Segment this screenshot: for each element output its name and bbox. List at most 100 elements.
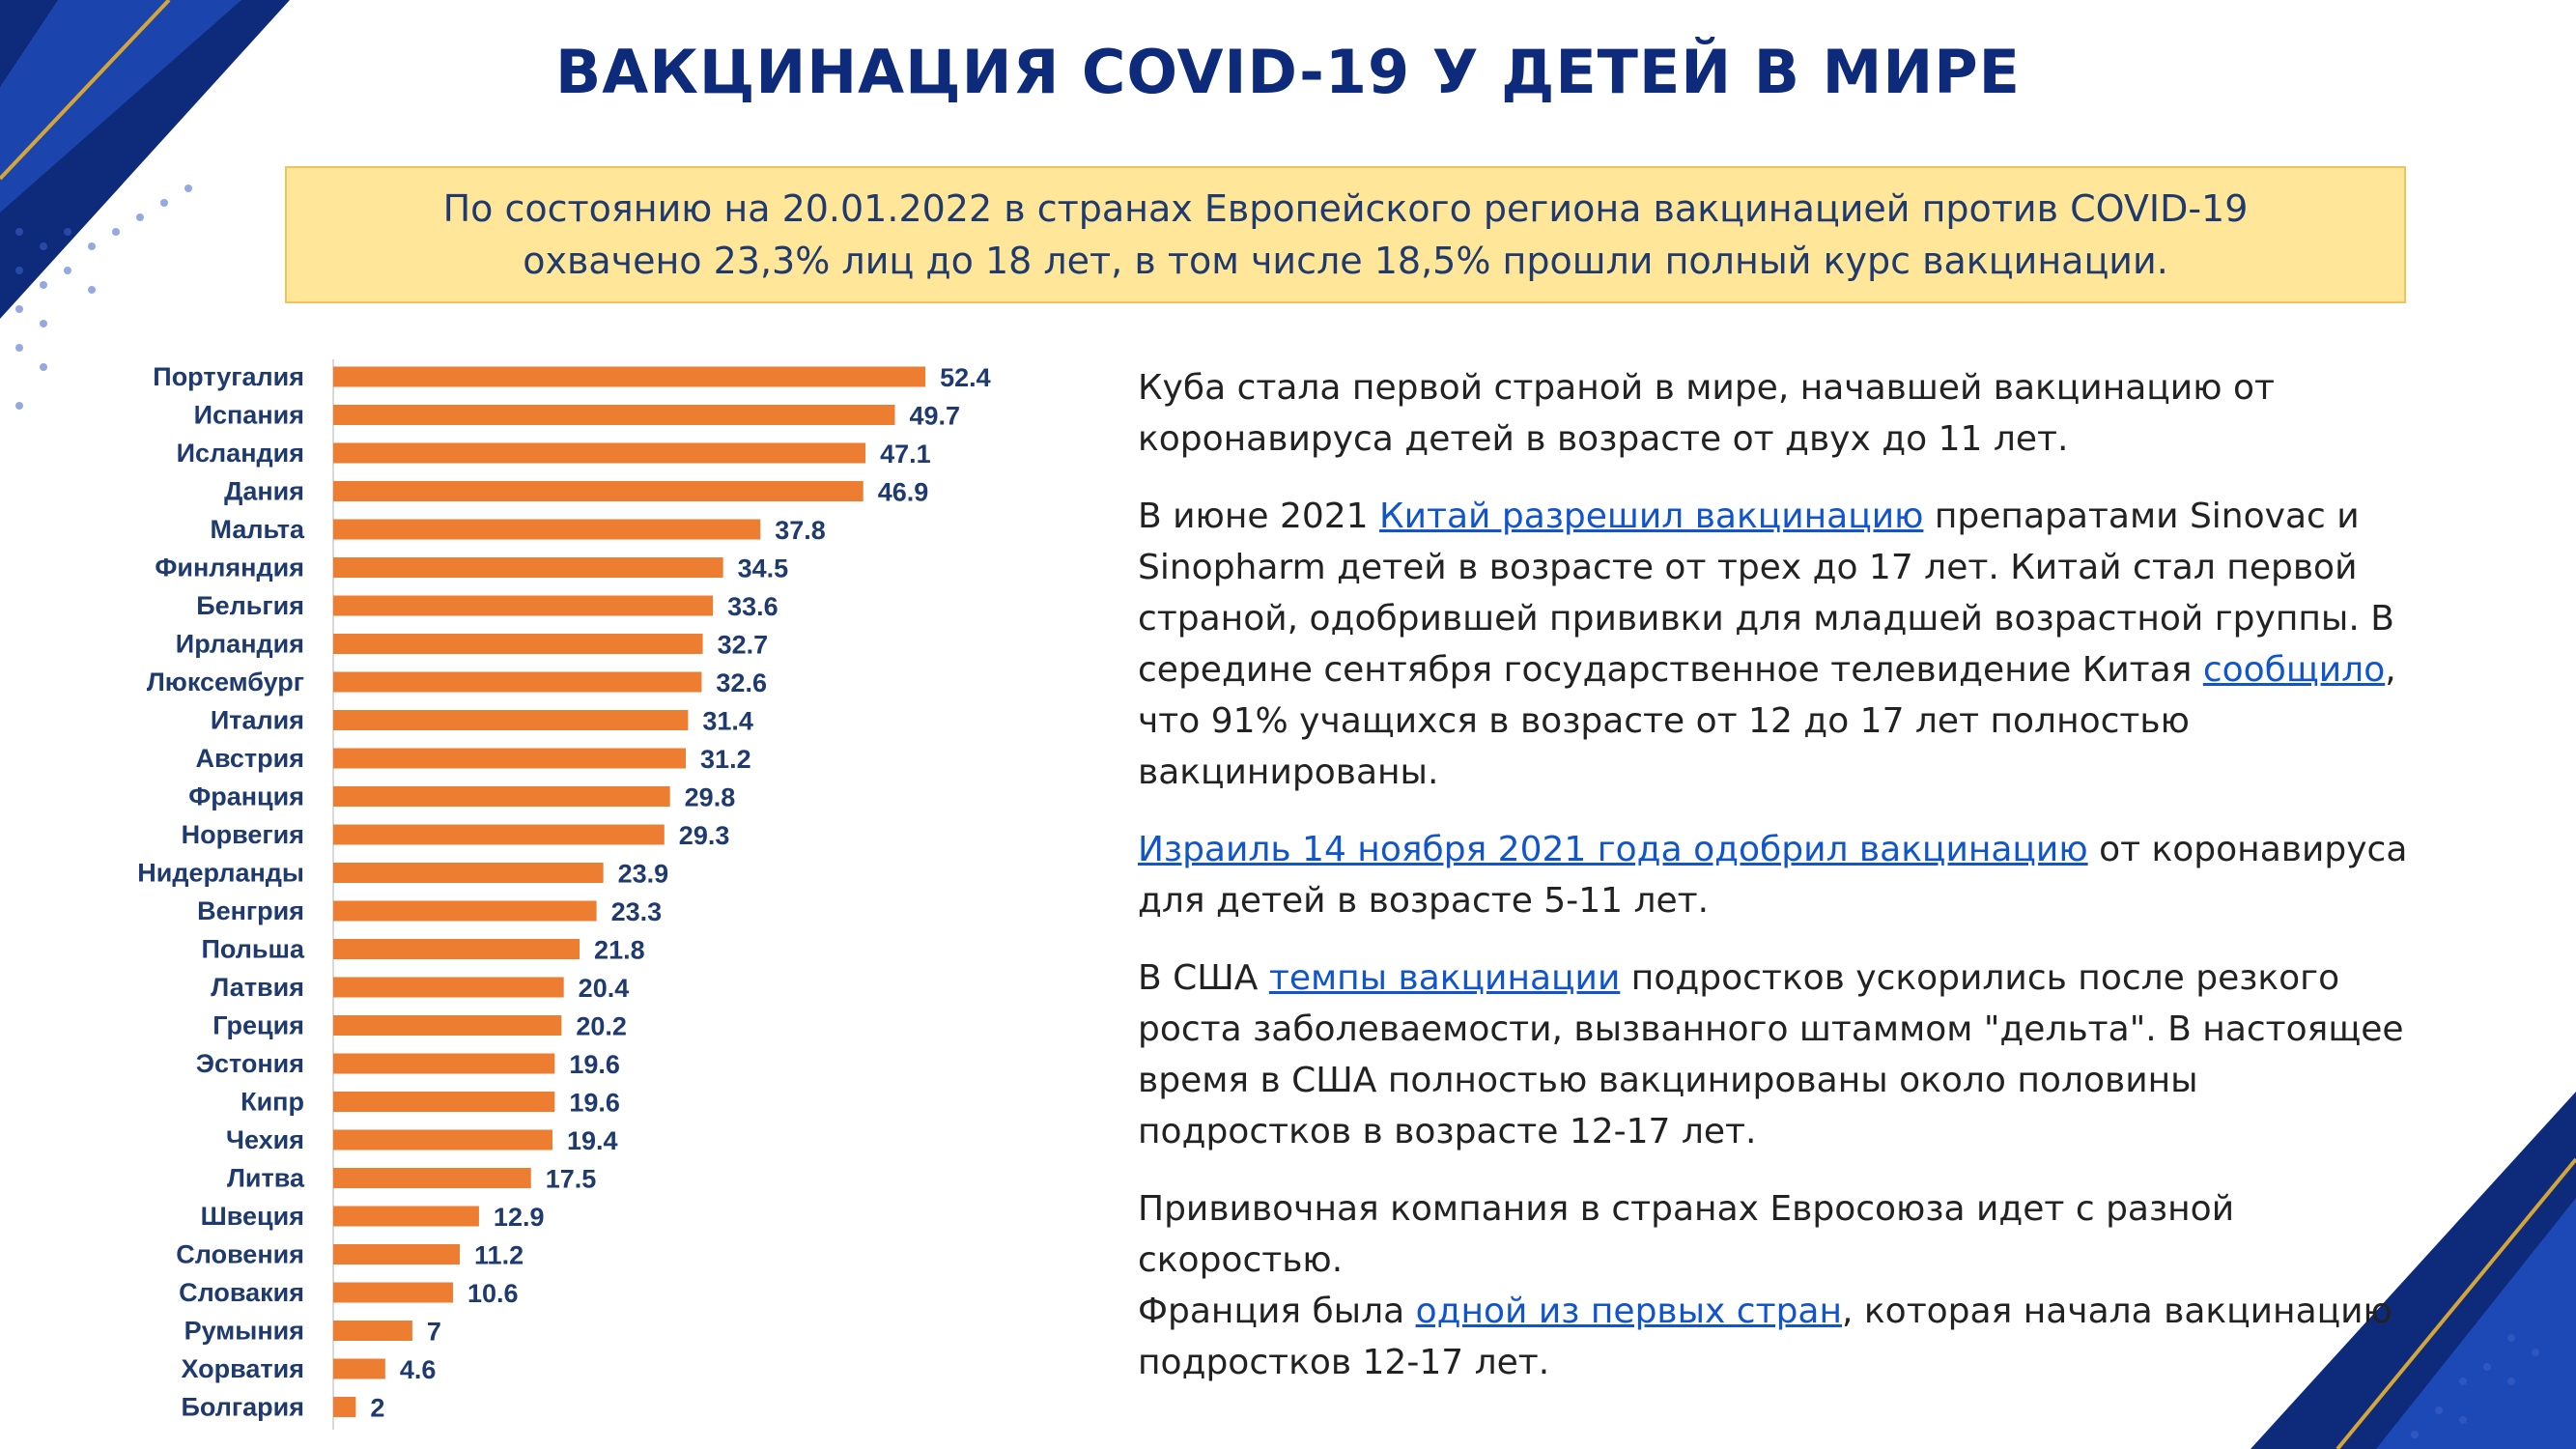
value-label: 11.2 — [474, 1241, 524, 1270]
bar — [333, 366, 926, 387]
paragraph-usa-text-b: подростков ускорились после резкого рост… — [1138, 958, 2404, 1151]
bar — [333, 1206, 479, 1227]
value-label: 47.1 — [880, 440, 931, 469]
category-label: Болгария — [182, 1393, 305, 1422]
paragraph-france-text-b: , которая начала вакцинацию подростков 1… — [1138, 1292, 2392, 1382]
value-label: 23.3 — [611, 897, 663, 926]
category-label: Норвегия — [182, 820, 304, 849]
link-china-vaccination[interactable]: Китай разрешил вакцинацию — [1379, 497, 1924, 536]
link-reported[interactable]: сообщило — [2202, 650, 2386, 690]
bar — [333, 824, 665, 845]
bar — [333, 442, 866, 464]
corner-dots — [15, 185, 192, 410]
bar — [333, 710, 689, 730]
paragraph-china-text-c: , что 91% учащихся в возрасте от 12 до 1… — [1138, 650, 2396, 792]
bar — [333, 1282, 454, 1303]
bar — [333, 481, 863, 501]
bar — [333, 977, 564, 998]
paragraph-israel: Израиль 14 ноября 2021 года одобрил вакц… — [1138, 824, 2413, 926]
bar — [333, 1321, 412, 1341]
paragraph-israel-text: от коронавируса для детей в возрасте 5-1… — [1138, 830, 2408, 921]
value-label: 32.6 — [716, 668, 767, 697]
bar — [333, 557, 723, 578]
category-label: Эстония — [196, 1049, 304, 1078]
link-israel-approval[interactable]: Израиль 14 ноября 2021 года одобрил вакц… — [1138, 830, 2088, 869]
category-label: Испания — [194, 401, 304, 430]
bar — [333, 1053, 555, 1074]
category-label: Исландия — [177, 439, 304, 468]
corner-gold-line-br — [2335, 1157, 2576, 1449]
paragraph-cuba: Куба стала первой страной в мире, начавш… — [1138, 362, 2413, 465]
value-label: 19.6 — [569, 1050, 620, 1079]
page-title: ВАКЦИНАЦИЯ COVID-19 У ДЕТЕЙ В МИРЕ — [554, 37, 2022, 107]
value-label: 46.9 — [878, 478, 929, 507]
category-label: Ирландия — [176, 630, 304, 659]
bar — [333, 671, 702, 693]
category-label: Чехия — [226, 1125, 304, 1154]
category-label: Финляндия — [155, 554, 304, 582]
value-label: 7 — [427, 1318, 441, 1347]
category-label: Швеция — [201, 1202, 304, 1231]
value-label: 52.4 — [940, 363, 991, 392]
paragraph-china-text-a: В июне 2021 — [1138, 497, 1380, 536]
text-column: Куба стала первой страной в мире, начавш… — [1138, 362, 2413, 1414]
bar — [333, 1168, 531, 1188]
value-label: 2 — [370, 1394, 384, 1423]
bar — [333, 519, 761, 540]
value-label: 4.6 — [400, 1355, 437, 1384]
value-label: 23.9 — [618, 860, 669, 889]
summary-line-2: охвачено 23,3% лиц до 18 лет, в том числ… — [523, 240, 2168, 282]
bar — [333, 786, 670, 807]
bar — [333, 939, 580, 959]
category-label: Франция — [188, 782, 304, 811]
corner-gold-line — [0, 0, 171, 181]
value-label: 31.2 — [700, 745, 751, 774]
bar — [333, 1358, 385, 1379]
category-label: Австрия — [195, 744, 304, 773]
bar — [333, 595, 714, 616]
value-label: 20.4 — [579, 974, 630, 1003]
paragraph-eu-text: Прививочная компания в странах Евросоюза… — [1138, 1189, 2235, 1280]
value-label: 12.9 — [494, 1203, 545, 1232]
paragraph-china: В июне 2021 Китай разрешил вакцинацию пр… — [1138, 491, 2413, 798]
bar — [333, 1092, 555, 1112]
value-label: 31.4 — [702, 707, 753, 736]
link-first-countries[interactable]: одной из первых стран — [1415, 1292, 1843, 1331]
category-label: Люксембург — [147, 668, 304, 696]
category-label: Мальта — [211, 515, 305, 544]
corner-dots-br — [2411, 1334, 2539, 1438]
category-label: Словения — [176, 1240, 304, 1269]
paragraph-china-text-b: препаратами Sinovac и Sinopharm детей в … — [1138, 497, 2394, 690]
paragraph-cuba-text: Куба стала первой страной в мире, начавш… — [1138, 368, 2275, 459]
category-label: Италия — [211, 706, 304, 735]
value-label: 34.5 — [738, 554, 789, 583]
category-label: Литва — [227, 1164, 305, 1193]
corner-blue-shape-br — [2376, 1198, 2576, 1449]
link-vaccination-pace[interactable]: темпы вакцинации — [1268, 958, 1621, 998]
category-label: Словакия — [179, 1278, 304, 1307]
bar — [333, 748, 687, 769]
value-label: 21.8 — [594, 936, 645, 965]
bar — [333, 1129, 552, 1151]
category-label: Португалия — [153, 362, 304, 391]
category-label: Венгрия — [197, 896, 304, 925]
bar — [333, 1015, 562, 1036]
bar — [333, 405, 895, 425]
value-label: 32.7 — [718, 631, 769, 660]
value-label: 19.4 — [567, 1126, 618, 1155]
value-label: 49.7 — [909, 402, 960, 431]
value-label: 20.2 — [576, 1012, 627, 1041]
summary-box: По состоянию на 20.01.2022 в странах Евр… — [285, 166, 2406, 303]
summary-line-1: По состоянию на 20.01.2022 в странах Евр… — [442, 187, 2249, 230]
bar — [333, 1397, 356, 1417]
paragraph-france-text-a: Франция была — [1138, 1292, 1416, 1331]
category-label: Хорватия — [182, 1354, 304, 1383]
vaccination-bar-chart: Португалия 52.4 Испания 49.7 Исландия 47.1 Дан… — [137, 359, 991, 1430]
value-label: 33.6 — [727, 592, 778, 621]
value-label: 29.3 — [679, 821, 730, 850]
value-label: 37.8 — [775, 516, 826, 545]
value-label: 10.6 — [467, 1279, 519, 1308]
paragraph-eu: Прививочная компания в странах Евросоюза… — [1138, 1183, 2413, 1286]
paragraph-usa-text-a: В США — [1138, 958, 1269, 998]
